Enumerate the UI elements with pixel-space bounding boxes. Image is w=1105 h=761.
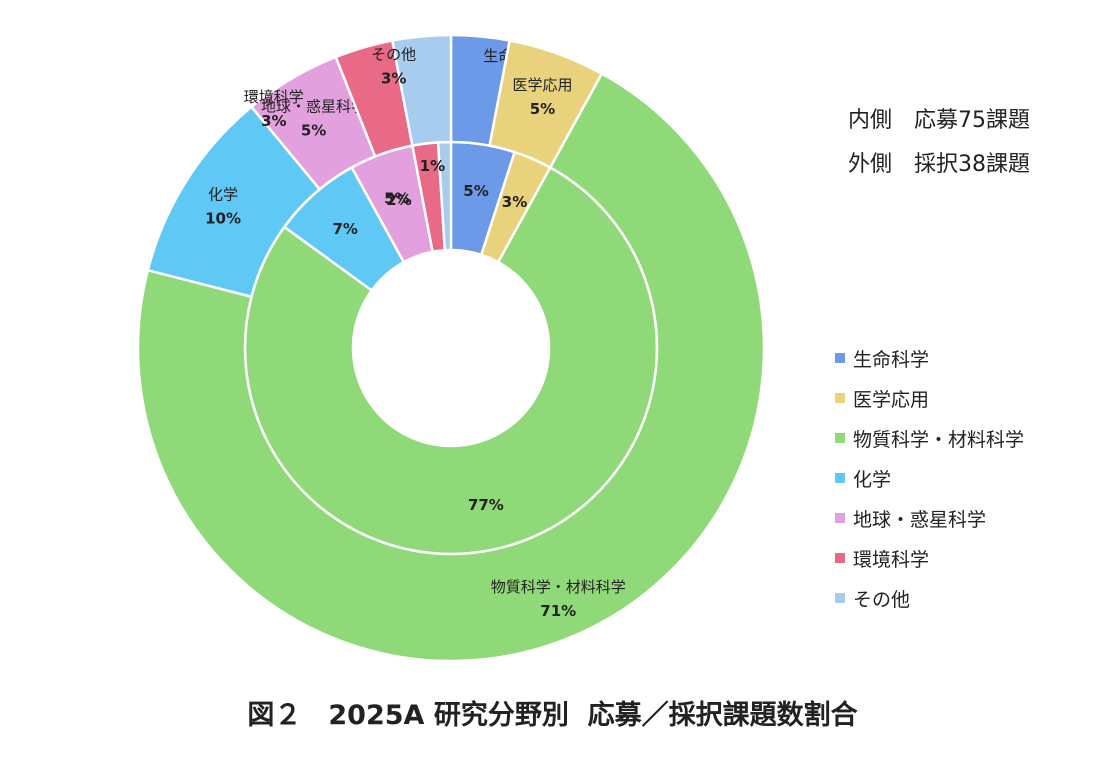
legend-swatch-0 [835,353,845,363]
legend-item-3: 化学 [835,458,1024,498]
legend: 生命科学医学応用物質科学・材料科学 化学地球・惑星科学 環境科学その他 [835,338,1024,618]
legend-item-6: その他 [835,578,1024,618]
legend-swatch-4 [835,513,845,523]
legend-swatch-3 [835,473,845,483]
legend-item-1: 医学応用 [835,378,1024,418]
figure-caption: 図２ 2025A 研究分野別 応募／採択課題数割合 [247,700,858,731]
legend-label-4: 地球・惑星科学 [853,508,987,531]
inner-ring-note: 内側 応募75課題 [848,108,1030,133]
inner-slice-value-label-6: 1% [420,157,445,175]
legend-label-2: 物質科学・材料科学 [853,428,1025,451]
legend-item-5: 環境科学 [835,538,1024,578]
outer-slice-category-label-6: その他 [371,46,416,64]
legend-label-6: その他 [853,588,911,611]
outer-slice-value-label-5: 3% [261,112,286,130]
outer-ring-slice-6 [390,33,453,148]
inner-slice-value-label-3: 7% [332,220,357,238]
nested-donut-chart: 5%3%77%7%5%2%1%生命科学3%医学応用5%物質科学・材料科学71%化… [136,33,766,663]
outer-slice-category-label-1: 医学応用 [512,76,572,94]
outer-slice-value-label-1: 5% [530,100,555,118]
legend-swatch-1 [835,393,845,403]
inner-slice-value-label-0: 5% [463,182,488,200]
inner-slice-value-label-4: 5% [384,189,409,207]
legend-swatch-2 [835,433,845,443]
outer-slice-value-label-4: 5% [301,122,326,140]
legend-item-0: 生命科学 [835,338,1024,378]
outer-ring-note: 外側 採択38課題 [848,152,1030,177]
outer-slice-category-label-2: 物質科学・材料科学 [491,578,626,596]
inner-slice-value-label-1: 3% [502,193,527,211]
legend-label-0: 生命科学 [853,348,930,371]
legend-label-1: 医学応用 [853,388,930,411]
legend-label-5: 環境科学 [853,548,930,571]
legend-label-3: 化学 [853,468,892,491]
inner-slice-value-label-2: 77% [468,496,504,514]
outer-slice-value-label-2: 71% [540,602,576,620]
outer-slice-value-label-6: 3% [381,70,406,88]
outer-slice-category-label-5: 環境科学 [244,88,304,106]
legend-item-2: 物質科学・材料科学 [835,418,1024,458]
inner-slice-value-label-5: 2% [386,191,411,209]
outer-ring-slice-2 [136,72,766,663]
legend-item-4: 地球・惑星科学 [835,498,1024,538]
legend-swatch-6 [835,593,845,603]
legend-swatch-5 [835,553,845,563]
outer-slice-value-label-3: 10% [205,209,241,227]
outer-slice-category-label-4: 地球・惑星科学 [261,98,366,116]
outer-slice-category-label-3: 化学 [208,185,238,203]
